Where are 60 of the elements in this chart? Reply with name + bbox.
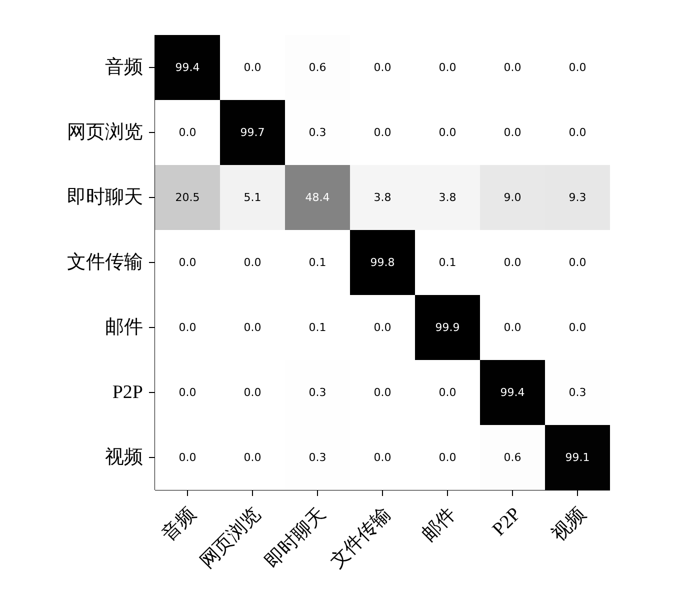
data-label: 0.0 [438,386,456,399]
data-label: 0.0 [568,321,586,334]
data-label: 9.0 [504,191,522,204]
data-label: 0.0 [244,321,262,334]
data-label: 0.3 [308,386,326,399]
data-label: 0.0 [374,126,392,139]
data-label: 0.0 [374,386,392,399]
y-tick-label: 网页浏览 [67,122,143,143]
data-label: 0.6 [504,451,522,464]
data-label: 3.8 [374,191,392,204]
data-label: 0.0 [244,451,262,464]
data-label: 99.4 [175,61,200,74]
data-label: 20.5 [175,191,200,204]
data-label: 0.0 [178,321,196,334]
data-label: 0.0 [568,256,586,269]
x-tick-label: P2P [488,504,526,540]
data-label: 99.7 [240,126,265,139]
data-label: 0.0 [504,256,522,269]
data-label: 0.0 [568,61,586,74]
data-label: 0.0 [438,61,456,74]
data-label: 0.0 [504,321,522,334]
y-tick-label: 邮件 [105,317,143,338]
data-label: 3.8 [438,191,456,204]
data-label: 99.1 [565,451,590,464]
data-label: 0.0 [504,126,522,139]
data-label: 0.0 [374,451,392,464]
data-label: 0.0 [178,386,196,399]
x-tick-label: 邮件 [418,504,460,546]
data-label: 0.0 [178,451,196,464]
data-label: 0.0 [374,61,392,74]
data-label: 0.0 [504,61,522,74]
data-label: 0.3 [308,126,326,139]
data-label: 48.4 [305,191,330,204]
y-tick-label: 视频 [105,447,143,468]
data-label: 99.4 [500,386,525,399]
data-label: 0.6 [308,61,326,74]
data-label: 5.1 [244,191,262,204]
data-label: 99.8 [370,256,395,269]
y-tick-label: 音频 [105,56,143,78]
y-tick-label: 文件传输 [67,252,143,273]
data-label: 0.0 [244,386,262,399]
data-label: 0.0 [438,451,456,464]
data-label: 0.0 [374,321,392,334]
x-tick-label: 音频 [158,503,200,546]
data-label: 0.0 [244,256,262,269]
data-label: 0.0 [244,61,262,74]
y-tick-label: 即时聊天 [67,187,143,208]
data-label: 0.0 [178,256,196,269]
data-label: 9.3 [568,191,586,204]
x-tick-label: 视频 [548,504,590,546]
data-label: 0.0 [568,126,586,139]
y-tick-label: P2P [112,382,143,403]
data-label: 0.3 [308,451,326,464]
data-label: 0.1 [438,256,456,269]
data-label: 0.0 [178,126,196,139]
data-label: 0.0 [438,126,456,139]
data-label: 0.3 [568,386,586,399]
data-label: 0.1 [308,256,326,269]
data-label: 0.1 [308,321,326,334]
data-label: 99.9 [435,321,460,334]
